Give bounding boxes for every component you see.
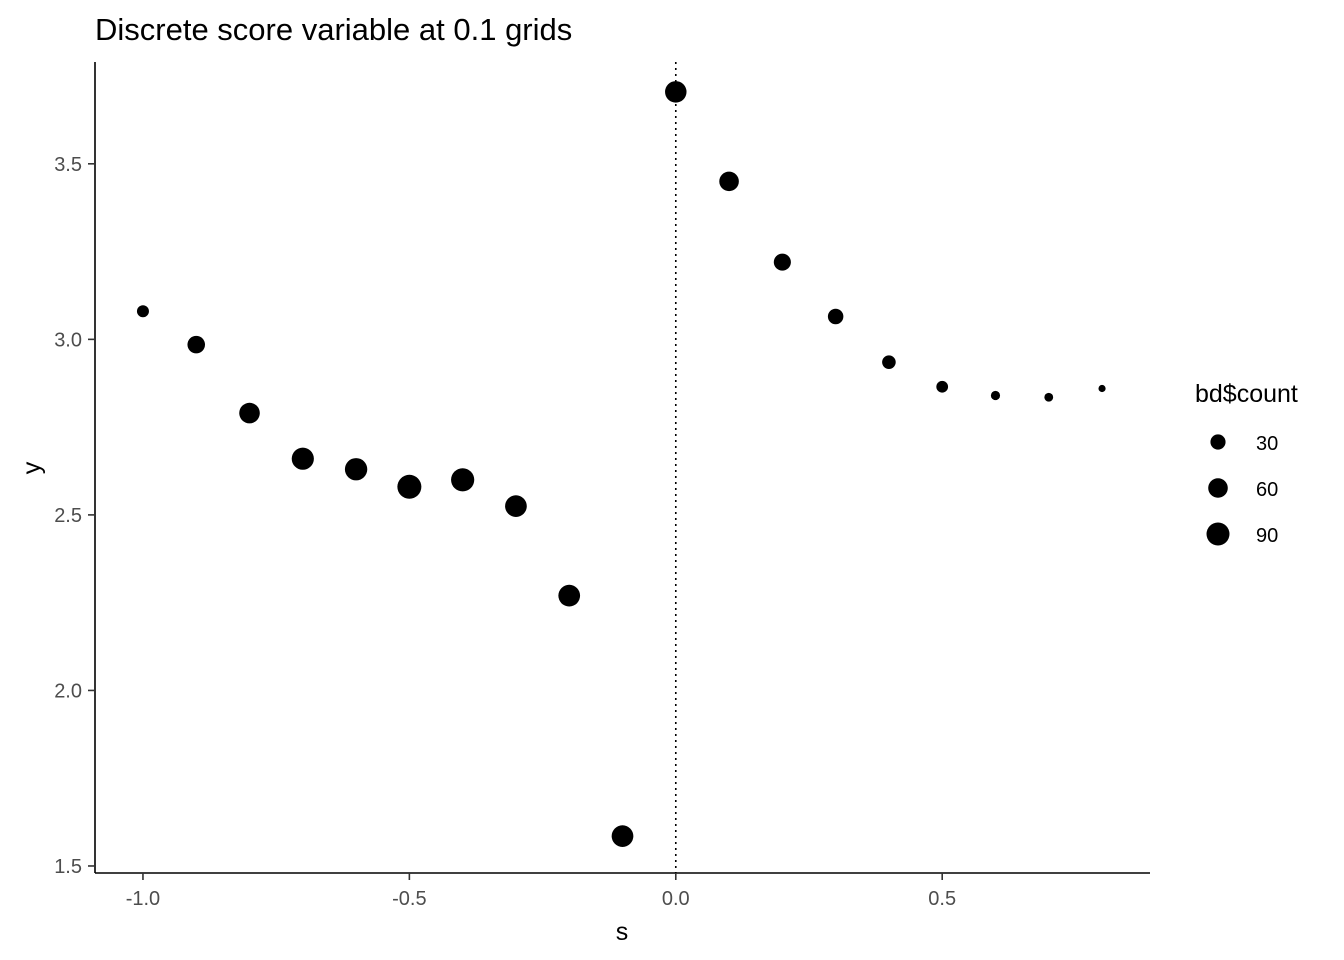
legend: bd$count 30 60 90	[1195, 380, 1298, 547]
x-axis-title: s	[616, 918, 629, 946]
legend-label: 90	[1256, 525, 1278, 547]
plot-panel: -1.0 -0.5 0.0 0.5 1.5 2.0 2.5 3.0 3.5	[54, 62, 1150, 910]
legend-key	[1210, 434, 1226, 450]
data-point	[719, 171, 739, 192]
legend-key	[1206, 522, 1230, 546]
y-tick-label: 3.5	[54, 154, 82, 176]
legend-keys: 30 60 90	[1206, 433, 1278, 547]
data-point	[1044, 392, 1054, 402]
chart-title: Discrete score variable at 0.1 grids	[95, 12, 572, 47]
y-tick-label: 2.0	[54, 680, 82, 702]
data-point	[344, 458, 368, 481]
y-tick-label: 3.0	[54, 329, 82, 351]
data-point	[882, 355, 896, 369]
data-point	[990, 390, 1001, 401]
data-point	[665, 81, 687, 103]
data-point	[1098, 384, 1106, 393]
data-point	[136, 305, 149, 318]
x-axis-ticks: -1.0 -0.5 0.0 0.5	[126, 873, 956, 910]
data-points	[136, 81, 1106, 847]
data-point	[558, 584, 581, 607]
x-tick-label: -1.0	[126, 888, 160, 910]
legend-label: 30	[1256, 433, 1278, 455]
x-tick-label: 0.0	[662, 888, 690, 910]
data-point	[187, 335, 206, 354]
legend-title: bd$count	[1195, 380, 1298, 408]
y-axis-ticks: 1.5 2.0 2.5 3.0 3.5	[54, 154, 95, 878]
data-point	[827, 308, 844, 325]
data-point	[611, 825, 634, 847]
y-axis-title: y	[18, 461, 46, 474]
y-tick-label: 1.5	[54, 856, 82, 878]
legend-label: 60	[1256, 479, 1278, 501]
data-point	[451, 468, 475, 492]
y-tick-label: 2.5	[54, 505, 82, 527]
data-point	[291, 447, 314, 470]
data-point	[773, 253, 791, 271]
data-point	[397, 474, 422, 499]
data-point	[505, 495, 527, 517]
x-tick-label: -0.5	[392, 888, 426, 910]
data-point	[936, 380, 949, 393]
legend-key	[1208, 478, 1228, 498]
data-point	[239, 402, 260, 424]
x-tick-label: 0.5	[928, 888, 956, 910]
